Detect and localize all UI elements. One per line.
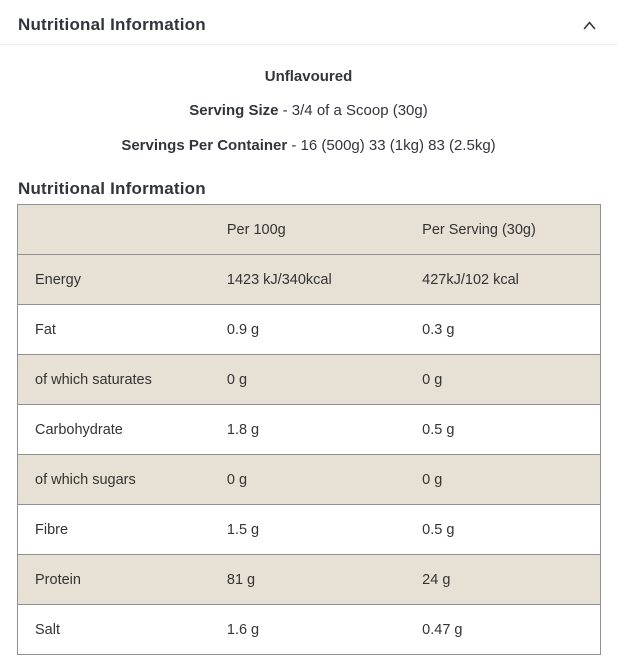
- column-header-per-100g: Per 100g: [209, 204, 406, 255]
- per-100g-value: 0 g: [209, 354, 406, 405]
- nutrition-table-container: Per 100g Per Serving (30g) Energy 1423 k…: [17, 204, 601, 655]
- nutrition-table: Per 100g Per Serving (30g) Energy 1423 k…: [17, 204, 601, 655]
- serving-size-value: - 3/4 of a Scoop (30g): [278, 102, 428, 119]
- nutritional-info-accordion-header[interactable]: Nutritional Information: [0, 0, 617, 35]
- serving-size-label: Serving Size: [189, 102, 279, 119]
- per-100g-value: 1.5 g: [209, 504, 406, 555]
- nutrient-label: Salt: [17, 604, 210, 655]
- accordion-title: Nutritional Information: [18, 15, 206, 34]
- servings-per-container-line: Servings Per Container - 16 (500g) 33 (1…: [0, 138, 617, 154]
- header-divider: [0, 44, 617, 45]
- serving-size-line: Serving Size - 3/4 of a Scoop (30g): [0, 103, 617, 119]
- per-serving-value: 0.47 g: [405, 604, 601, 655]
- nutrient-label: Fibre: [17, 504, 210, 555]
- table-row: Fibre 1.5 g 0.5 g: [17, 504, 601, 555]
- per-serving-value: 0.5 g: [405, 404, 601, 455]
- table-row: Salt 1.6 g 0.47 g: [17, 604, 601, 655]
- nutrition-table-title: Nutritional Information: [18, 179, 206, 198]
- per-100g-value: 1423 kJ/340kcal: [209, 254, 406, 305]
- nutrient-label: Energy: [17, 254, 210, 305]
- per-serving-value: 0 g: [405, 354, 601, 405]
- servings-per-container-value: - 16 (500g) 33 (1kg) 83 (2.5kg): [287, 137, 496, 154]
- table-row: of which sugars 0 g 0 g: [17, 454, 601, 505]
- per-100g-value: 0 g: [209, 454, 406, 505]
- table-row: Energy 1423 kJ/340kcal 427kJ/102 kcal: [17, 254, 601, 305]
- table-row: of which saturates 0 g 0 g: [17, 354, 601, 405]
- serving-info-block: Unflavoured Serving Size - 3/4 of a Scoo…: [0, 69, 617, 154]
- chevron-up-icon[interactable]: [583, 21, 596, 30]
- column-header-per-serving: Per Serving (30g): [405, 204, 601, 255]
- per-100g-value: 1.8 g: [209, 404, 406, 455]
- per-serving-value: 0 g: [405, 454, 601, 505]
- nutrient-label: of which sugars: [17, 454, 210, 505]
- table-row: Protein 81 g 24 g: [17, 554, 601, 605]
- column-header-blank: [17, 204, 210, 255]
- table-row: Carbohydrate 1.8 g 0.5 g: [17, 404, 601, 455]
- table-header-row: Per 100g Per Serving (30g): [17, 204, 601, 255]
- per-serving-value: 24 g: [405, 554, 601, 605]
- nutrient-label: Carbohydrate: [17, 404, 210, 455]
- servings-per-container-label: Servings Per Container: [121, 137, 288, 154]
- flavour-name: Unflavoured: [264, 68, 353, 85]
- per-100g-value: 1.6 g: [209, 604, 406, 655]
- nutrient-label: of which saturates: [17, 354, 210, 405]
- table-row: Fat 0.9 g 0.3 g: [17, 304, 601, 355]
- nutrient-label: Fat: [17, 304, 210, 355]
- per-100g-value: 0.9 g: [209, 304, 406, 355]
- per-serving-value: 0.5 g: [405, 504, 601, 555]
- per-serving-value: 0.3 g: [405, 304, 601, 355]
- per-serving-value: 427kJ/102 kcal: [405, 254, 601, 305]
- nutrient-label: Protein: [17, 554, 210, 605]
- per-100g-value: 81 g: [209, 554, 406, 605]
